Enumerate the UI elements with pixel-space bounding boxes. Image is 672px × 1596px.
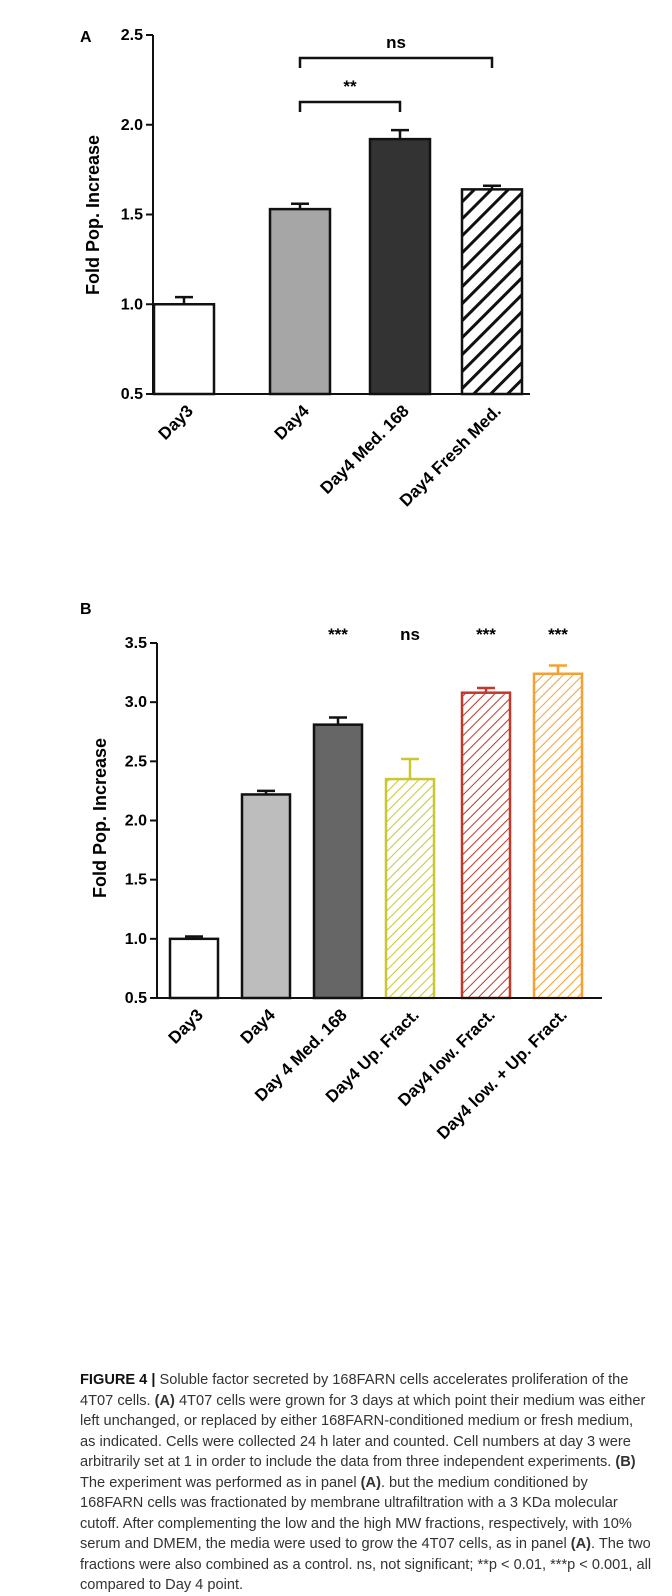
caption-ref: (A) <box>360 1474 381 1491</box>
x-tick-label: Day3 <box>165 1005 207 1047</box>
significance-label: ** <box>343 77 357 96</box>
y-tick-label: 2.0 <box>121 117 143 134</box>
y-tick-label: 3.0 <box>125 694 147 711</box>
bar <box>532 672 584 1000</box>
y-tick-label: 3.5 <box>125 635 147 652</box>
panel-label: A <box>80 29 92 46</box>
y-tick-label: 1.0 <box>125 931 147 948</box>
caption-lead: Soluble factor secreted by 168FARN cells… <box>80 1372 629 1409</box>
x-tick-label: Day4 Med. 168 <box>317 401 413 497</box>
bar <box>368 137 432 396</box>
y-tick-label: 1.5 <box>121 207 143 224</box>
x-tick-label: Day4 <box>237 1005 280 1048</box>
y-axis-title: Fold Pop. Increase <box>90 738 110 898</box>
caption-ref: (A) <box>570 1536 592 1552</box>
x-tick-label: Day4 low. + Up. Fract. <box>433 1005 571 1143</box>
significance-label: *** <box>476 625 496 644</box>
bar <box>384 777 436 1000</box>
y-tick-label: 1.0 <box>121 296 143 313</box>
y-tick-label: 0.5 <box>121 386 143 403</box>
y-tick-label: 0.5 <box>125 990 147 1007</box>
y-tick-label: 1.5 <box>125 872 147 889</box>
bar <box>152 303 216 396</box>
significance-bracket <box>298 100 402 112</box>
figure-4-charts: A Fold Pop. Increase 0.5 1.0 1.5 2.0 2.5 Day… <box>80 27 602 1143</box>
bar <box>460 188 524 396</box>
x-tick-label: Day4 <box>271 401 314 444</box>
x-tick-label: Day4 Fresh Med. <box>396 401 505 510</box>
bar <box>240 793 292 1000</box>
y-tick-label: 2.5 <box>121 27 143 44</box>
panel-label: B <box>80 601 92 618</box>
x-tick-label: Day3 <box>155 401 197 443</box>
caption-text: . but the medium conditioned by 168FARN … <box>80 1474 632 1553</box>
caption-ref: (B) <box>615 1454 636 1470</box>
bar <box>312 723 364 1000</box>
caption-text: 4T07 cells were grown for 3 days at whic… <box>80 1392 646 1471</box>
significance-label: ns <box>386 33 406 52</box>
panel-a: A Fold Pop. Increase 0.5 1.0 1.5 2.0 2.5 Day… <box>80 27 530 510</box>
bar <box>460 691 512 1000</box>
caption-label: FIGURE 4 | <box>80 1372 156 1388</box>
significance-bracket <box>298 56 494 68</box>
significance-label: ns <box>400 625 420 644</box>
y-axis-title: Fold Pop. Increase <box>83 135 103 295</box>
y-tick-label: 2.5 <box>125 753 147 770</box>
significance-label: *** <box>548 625 568 644</box>
figure-caption: FIGURE 4 | Soluble factor secreted by 16… <box>80 1370 652 1596</box>
bar <box>168 937 220 1000</box>
caption-text: The experiment was performed as in panel <box>80 1474 361 1491</box>
bar <box>268 207 332 396</box>
y-tick-label: 2.0 <box>125 813 147 830</box>
significance-label: *** <box>328 625 348 644</box>
caption-ref: (A) <box>154 1392 175 1409</box>
panel-b: B Fold Pop. Increase 0.5 1.0 1.5 2.0 2.5 3.0 3… <box>80 601 602 1143</box>
